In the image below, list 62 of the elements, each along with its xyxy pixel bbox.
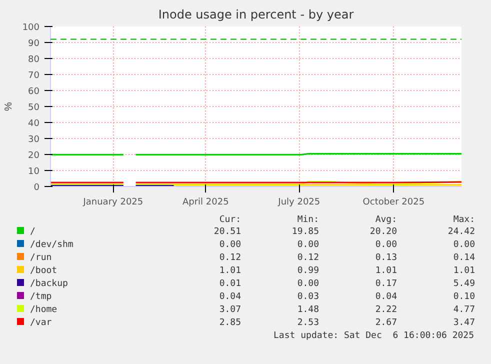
text: 0.13 bbox=[374, 252, 397, 265]
text: 0.00 bbox=[218, 239, 241, 252]
y-tick-label: 90 bbox=[28, 39, 40, 49]
text: 0.04 bbox=[374, 291, 397, 304]
text: Cur: bbox=[218, 215, 241, 226]
text: Max: bbox=[452, 215, 475, 226]
legend-label: /var bbox=[29, 317, 53, 330]
text: 20.20 bbox=[368, 226, 397, 239]
y-tick-label: 20 bbox=[28, 151, 40, 161]
text: 0.14 bbox=[452, 252, 475, 265]
x-tick-label: January 2025 bbox=[82, 198, 144, 208]
text: 0.12 bbox=[218, 252, 241, 265]
text: 2.67 bbox=[374, 317, 397, 330]
text: 20.51 bbox=[212, 226, 241, 239]
text: 0.10 bbox=[452, 291, 475, 304]
legend-label: /boot bbox=[29, 265, 58, 278]
text: Last update: Sat Dec 6 16:00:06 2025 bbox=[272, 330, 475, 343]
text: 2.22 bbox=[374, 304, 397, 317]
text: 0.00 bbox=[452, 239, 475, 252]
text: Min: bbox=[296, 215, 319, 226]
legend-label: /home bbox=[29, 304, 58, 317]
text: 1.01 bbox=[452, 265, 475, 278]
text: 3.07 bbox=[218, 304, 241, 317]
text: 24.42 bbox=[446, 226, 475, 239]
text: Avg: bbox=[374, 215, 397, 226]
text: 4.77 bbox=[452, 304, 475, 317]
text: 2.53 bbox=[296, 317, 319, 330]
text: 0.03 bbox=[296, 291, 319, 304]
text: 0.04 bbox=[218, 291, 241, 304]
y-tick-label: 100 bbox=[22, 23, 40, 33]
legend-label: / bbox=[29, 226, 36, 239]
legend-label: /run bbox=[29, 252, 53, 265]
y-axis-title: % bbox=[3, 102, 14, 111]
y-tick-label: 10 bbox=[28, 167, 40, 177]
y-tick-label: 80 bbox=[28, 55, 40, 65]
legend-label: /dev/shm bbox=[29, 239, 74, 252]
text: 1.01 bbox=[374, 265, 397, 278]
legend-label: /backup bbox=[29, 278, 69, 291]
text: 3.47 bbox=[452, 317, 475, 330]
text: 5.49 bbox=[452, 278, 475, 291]
text: 0.12 bbox=[296, 252, 319, 265]
y-tick-label: 30 bbox=[28, 135, 40, 145]
text: 0.00 bbox=[374, 239, 397, 252]
y-tick-label: 60 bbox=[28, 87, 40, 97]
text: 0.00 bbox=[296, 278, 319, 291]
text: 1.01 bbox=[218, 265, 241, 278]
chart-title: Inode usage in percent - by year bbox=[158, 8, 354, 22]
text: 0.00 bbox=[296, 239, 319, 252]
x-tick-label: October 2025 bbox=[362, 198, 425, 208]
y-tick-label: 50 bbox=[28, 103, 40, 113]
text: 0.99 bbox=[296, 265, 319, 278]
text: 2.85 bbox=[218, 317, 241, 330]
y-tick-label: 70 bbox=[28, 71, 40, 81]
text: 19.85 bbox=[290, 226, 319, 239]
x-tick-label: April 2025 bbox=[182, 198, 229, 208]
y-tick-label: 40 bbox=[28, 119, 40, 129]
x-tick-label: July 2025 bbox=[277, 198, 320, 208]
text: 0.17 bbox=[374, 278, 397, 291]
text: 0.01 bbox=[218, 278, 241, 291]
text: 1.48 bbox=[296, 304, 319, 317]
legend-label: /tmp bbox=[29, 291, 53, 304]
y-tick-label: 0 bbox=[34, 183, 40, 193]
